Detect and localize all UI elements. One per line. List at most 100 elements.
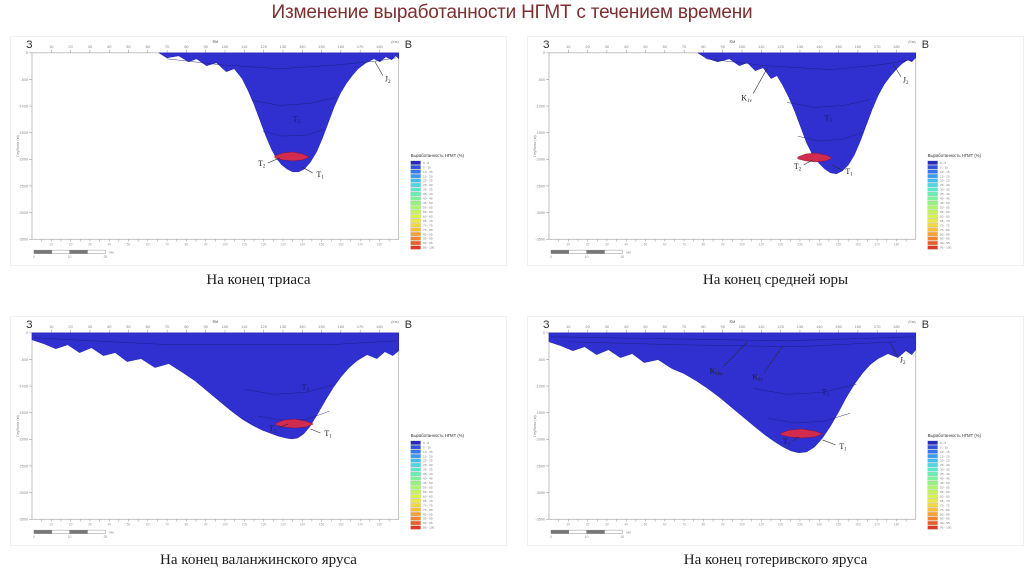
top-axis: 10 20 30 40 50 60 70 80 90 100 110 120 130 140 150 160 1…: [49, 319, 399, 333]
legend-label: 20 - 25: [940, 459, 950, 463]
svg-text:20: 20: [586, 523, 590, 527]
svg-text:70: 70: [682, 243, 686, 247]
legend-label: 10 - 15: [940, 170, 950, 174]
svg-text:100: 100: [739, 44, 746, 49]
legend-label: 45 - 50: [423, 201, 433, 205]
svg-text:150: 150: [836, 243, 842, 247]
legend-label: 55 - 60: [940, 210, 950, 214]
svg-text:130: 130: [797, 243, 803, 247]
strat-label: T2: [269, 424, 277, 435]
layer-boundary-line: [166, 57, 396, 69]
strat-label: J2: [385, 75, 391, 86]
svg-text:60: 60: [663, 44, 668, 49]
svg-text:70: 70: [682, 324, 687, 329]
legend-label: 45 - 50: [940, 201, 950, 205]
svg-text:60: 60: [146, 324, 151, 329]
svg-text:50: 50: [643, 44, 648, 49]
svg-text:0: 0: [26, 51, 28, 55]
svg-text:80: 80: [701, 324, 706, 329]
svg-text:110: 110: [758, 324, 765, 329]
panel-end-of-valanginian: З В 10 20 30 40 50 60 70 80 90 100 110 120 130 140 150 16…: [10, 316, 507, 569]
strat-label: K1v: [741, 93, 752, 104]
strat-label: T3: [302, 382, 310, 393]
legend-label: 65 - 70: [940, 499, 950, 503]
legend-label: 65 - 70: [940, 219, 950, 223]
svg-text:-1000: -1000: [535, 384, 545, 388]
svg-text:150: 150: [319, 243, 325, 247]
legend-swatch: [410, 205, 421, 210]
legend-label: 30 - 35: [423, 468, 433, 472]
legend-swatch: [927, 440, 938, 445]
legend-swatch: [927, 178, 938, 183]
svg-text:180: 180: [377, 243, 383, 247]
svg-text:-500: -500: [21, 78, 29, 82]
legend-label: 80 - 85: [423, 232, 433, 236]
svg-text:120: 120: [777, 324, 784, 329]
svg-text:Глубина (м): Глубина (м): [15, 415, 20, 437]
west-label: З: [543, 39, 550, 51]
legend-label: 55 - 60: [940, 490, 950, 494]
svg-text:-2500: -2500: [535, 464, 545, 468]
svg-text:-3500: -3500: [18, 518, 28, 522]
svg-text:60: 60: [663, 243, 667, 247]
svg-text:140: 140: [300, 243, 306, 247]
legend-swatch: [410, 516, 421, 521]
legend-label: 0 - 5: [423, 161, 429, 165]
left-axis: 0 -500 -1000 -1500 -2000 -2500 -3000 -3500 Глуби…: [15, 331, 32, 522]
legend-label: 20 - 25: [940, 179, 950, 183]
legend-swatch: [410, 503, 421, 508]
svg-text:40: 40: [107, 523, 111, 527]
legend-label: 15 - 20: [423, 454, 433, 458]
legend-label: 90 - 95: [423, 241, 433, 245]
legend-swatch: [927, 445, 938, 450]
svg-text:-500: -500: [21, 358, 29, 362]
legend-label: 65 - 70: [423, 219, 433, 223]
legend-label: 75 - 80: [940, 228, 950, 232]
svg-text:80: 80: [701, 44, 706, 49]
legend-label: 25 - 30: [423, 463, 433, 467]
label-leader-line: [822, 439, 836, 446]
legend-swatch: [410, 449, 421, 454]
svg-text:км: км: [626, 531, 631, 535]
basin-fill: [31, 332, 400, 440]
svg-text:120: 120: [260, 324, 267, 329]
svg-text:60: 60: [663, 324, 668, 329]
svg-text:-3500: -3500: [535, 518, 545, 522]
legend-label: 85 - 90: [940, 517, 950, 521]
legend-swatch: [410, 241, 421, 245]
svg-text:100: 100: [739, 243, 745, 247]
svg-text:20: 20: [621, 535, 625, 539]
svg-text:30: 30: [605, 44, 610, 49]
legend-label: 5 - 10: [423, 165, 431, 169]
svg-text:Км: Км: [730, 39, 736, 44]
svg-text:120: 120: [777, 44, 784, 49]
east-label: В: [922, 39, 929, 51]
legend-swatch: [410, 174, 421, 179]
svg-text:130: 130: [797, 523, 803, 527]
svg-text:-500: -500: [538, 358, 546, 362]
svg-text:100: 100: [739, 324, 746, 329]
legend-swatch: [410, 454, 421, 459]
basin-fill: [696, 52, 917, 175]
svg-text:70: 70: [165, 44, 170, 49]
legend-label: 20 - 25: [423, 459, 433, 463]
legend-label: 0 - 5: [940, 161, 946, 165]
svg-text:180: 180: [376, 324, 383, 329]
legend-swatch: [410, 196, 421, 201]
svg-text:170: 170: [874, 324, 881, 329]
legend-label: 75 - 80: [423, 228, 433, 232]
legend-label: 90 - 95: [940, 521, 950, 525]
top-axis: 10 20 30 40 50 60 70 80 90 100 110 120 130 140 150 160 1…: [566, 39, 916, 53]
legend-label: 70 - 75: [423, 223, 433, 227]
legend-label: 90 - 95: [423, 521, 433, 525]
svg-text:20: 20: [621, 255, 625, 259]
svg-text:50: 50: [126, 324, 131, 329]
legend-swatch: [410, 187, 421, 192]
legend-label: 95 - 100: [940, 526, 952, 530]
svg-text:140: 140: [299, 324, 306, 329]
svg-text:Км: Км: [213, 39, 219, 44]
